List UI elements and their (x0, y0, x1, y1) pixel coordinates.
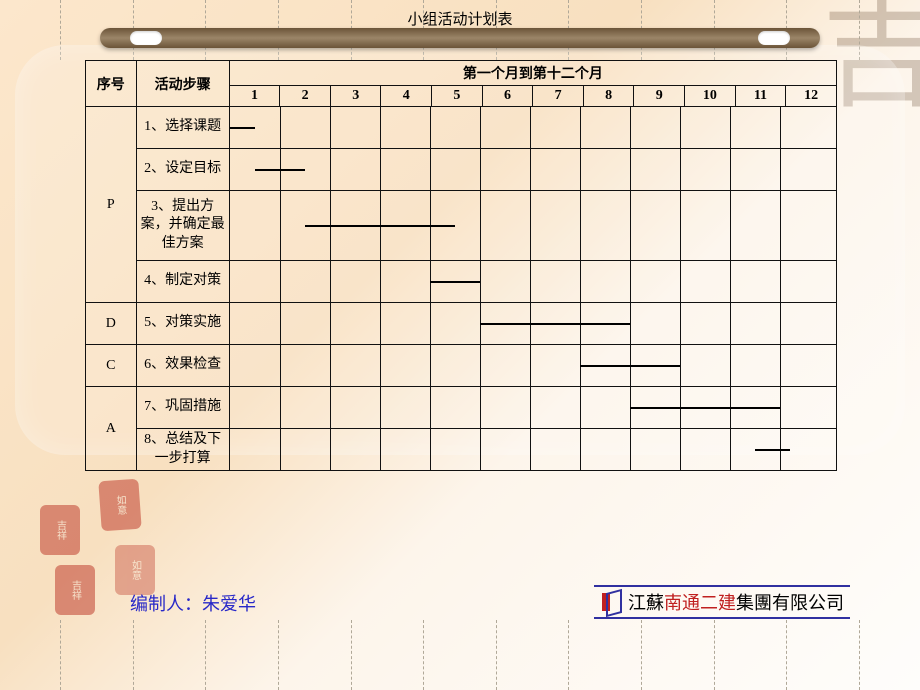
table-row: 3、提出方案，并确定最佳方案 (86, 191, 837, 261)
header-month: 3 (330, 86, 381, 107)
header-month: 5 (432, 86, 483, 107)
author-name: 朱爱华 (202, 594, 256, 614)
step-cell: 1、选择课题 (136, 107, 229, 149)
step-cell: 6、效果检查 (136, 345, 229, 387)
seal-stamp: 如意 (115, 545, 155, 595)
header-month: 11 (735, 86, 786, 107)
step-cell: 3、提出方案，并确定最佳方案 (136, 191, 229, 261)
gantt-cell (229, 345, 836, 387)
header-month: 10 (685, 86, 736, 107)
guide-lines-bottom (60, 620, 860, 690)
table-row: 8、总结及下一步打算 (86, 429, 837, 471)
gantt-cell (229, 429, 836, 471)
company-logo-icon (600, 591, 622, 613)
page-title: 小组活动计划表 (0, 0, 920, 40)
gantt-bar (580, 365, 680, 367)
header-step: 活动步骤 (136, 61, 229, 107)
header-month: 9 (634, 86, 685, 107)
header-month: 12 (786, 86, 837, 107)
step-cell: 5、对策实施 (136, 303, 229, 345)
author-label: 编制人： (130, 594, 202, 614)
step-cell: 2、设定目标 (136, 149, 229, 191)
header-month: 6 (482, 86, 533, 107)
gantt-cell (229, 149, 836, 191)
seal-stamp: 如意 (98, 479, 141, 532)
company-prefix: 江蘇 (628, 593, 664, 613)
gantt-bar (255, 169, 305, 171)
header-months-span: 第一个月到第十二个月 (229, 61, 836, 86)
header-month: 7 (533, 86, 584, 107)
gantt-bar (305, 225, 455, 227)
header-month: 8 (583, 86, 634, 107)
gantt-cell (229, 191, 836, 261)
step-cell: 8、总结及下一步打算 (136, 429, 229, 471)
gantt-bar (230, 127, 255, 129)
gantt-cell (229, 303, 836, 345)
seal-stamp: 吉祥 (40, 505, 80, 555)
gantt-bar (480, 323, 630, 325)
gantt-bar (630, 407, 780, 409)
footer-author: 编制人：朱爱华 (130, 590, 256, 616)
table-row: P1、选择课题 (86, 107, 837, 149)
phase-cell: P (86, 107, 137, 303)
header-seq: 序号 (86, 61, 137, 107)
gantt-table: 序号 活动步骤 第一个月到第十二个月 123456789101112 P1、选择… (85, 60, 837, 471)
table-row: D5、对策实施 (86, 303, 837, 345)
header-month: 1 (229, 86, 280, 107)
gantt-bar (755, 449, 790, 451)
phase-cell: A (86, 387, 137, 471)
step-cell: 7、巩固措施 (136, 387, 229, 429)
gantt-cell (229, 387, 836, 429)
header-month: 4 (381, 86, 432, 107)
step-cell: 4、制定对策 (136, 261, 229, 303)
phase-cell: D (86, 303, 137, 345)
gantt-bar (430, 281, 480, 283)
gantt-cell (229, 261, 836, 303)
table-row: 2、设定目标 (86, 149, 837, 191)
footer-company: 江蘇南通二建集團有限公司 (594, 585, 850, 619)
gantt-cell (229, 107, 836, 149)
table-row: 4、制定对策 (86, 261, 837, 303)
phase-cell: C (86, 345, 137, 387)
table-row: A7、巩固措施 (86, 387, 837, 429)
company-red: 南通二建 (664, 593, 736, 613)
header-month: 2 (280, 86, 331, 107)
company-suffix: 集團有限公司 (736, 593, 844, 613)
table-row: C6、效果检查 (86, 345, 837, 387)
seal-stamp: 吉祥 (55, 565, 95, 615)
